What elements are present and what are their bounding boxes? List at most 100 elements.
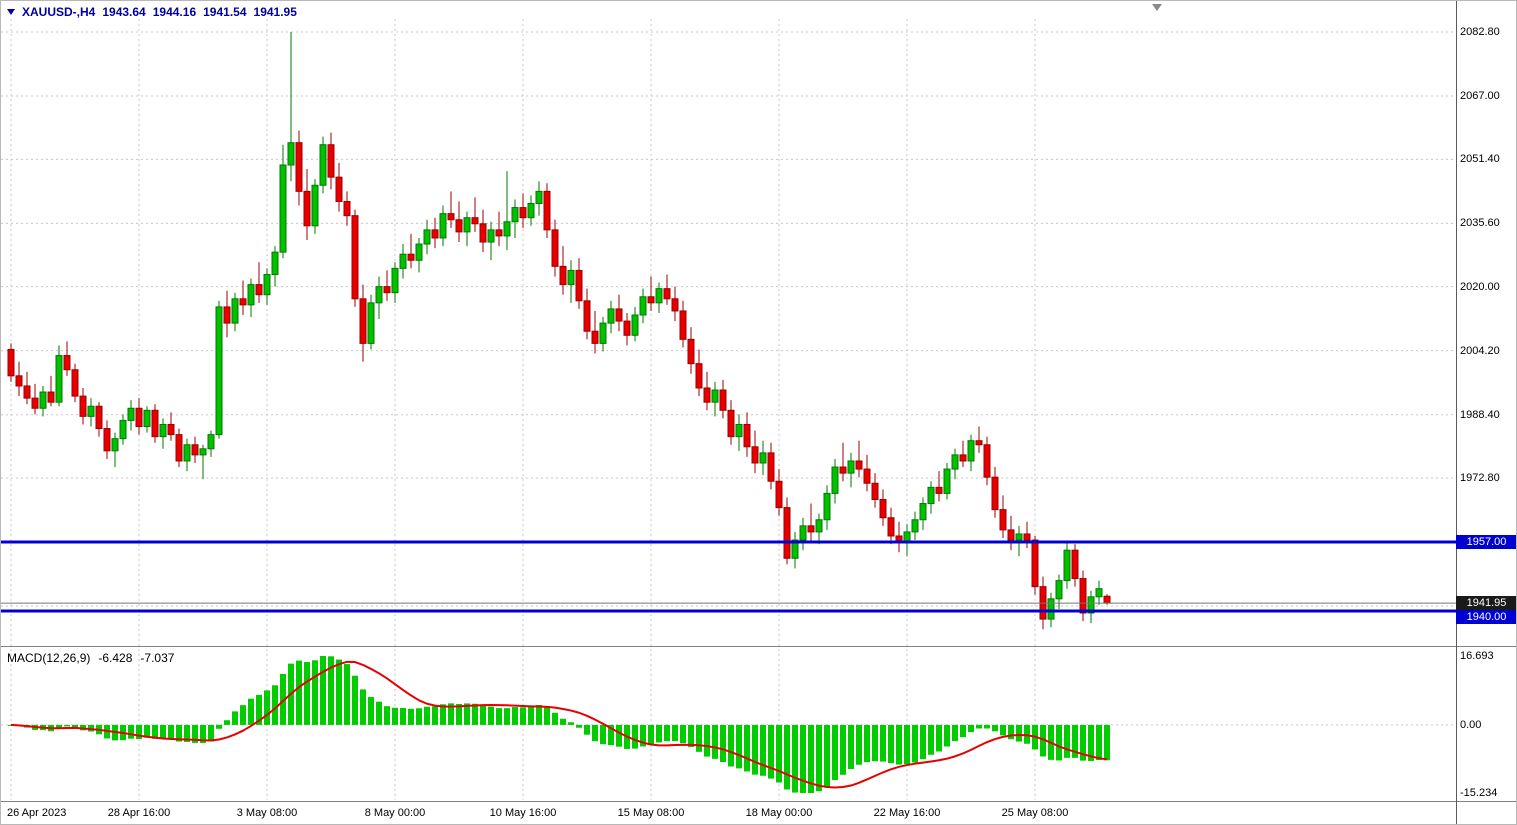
macd-histogram-bar [664, 724, 670, 742]
candle [87, 405, 95, 417]
candle [575, 269, 583, 302]
macd-histogram-bar [616, 724, 622, 747]
candle [55, 355, 63, 403]
candle [975, 440, 983, 446]
candle [247, 284, 255, 306]
candle [1007, 529, 1015, 541]
candle [327, 144, 335, 178]
macd-histogram-bar [928, 724, 934, 755]
candle [855, 460, 863, 470]
macd-histogram-bar [880, 724, 886, 762]
macd-histogram-bar [72, 724, 78, 728]
level-1957-badge: 1957.00 [1456, 535, 1516, 550]
candle [439, 213, 447, 239]
macd-signal-value: -7.037 [140, 651, 175, 665]
level-1940-badge: 1940.00 [1456, 610, 1516, 625]
candle [63, 355, 71, 371]
macd-histogram-bar [640, 724, 646, 747]
candle [271, 251, 279, 275]
macd-histogram-bar [1088, 724, 1094, 761]
macd-histogram-bar [968, 724, 974, 733]
candle [863, 468, 871, 484]
ohlc-close-value: 1941.95 [253, 5, 297, 19]
candle [599, 322, 607, 344]
candle [951, 454, 959, 470]
macd-histogram-bar [808, 724, 814, 793]
macd-histogram-bar [848, 724, 854, 770]
candle [799, 525, 807, 541]
candle [399, 253, 407, 269]
candle [127, 407, 135, 421]
candle [407, 253, 415, 261]
candle [15, 375, 23, 387]
macd-histogram-bar [352, 675, 358, 725]
macd-histogram-bar [64, 724, 70, 727]
time-axis-label: 8 May 00:00 [364, 807, 426, 819]
candle [151, 409, 159, 438]
macd-histogram-bar [1008, 724, 1014, 740]
macd-signal-line [10, 660, 1108, 789]
macd-histogram-bar [136, 724, 142, 740]
time-axis[interactable]: 26 Apr 2023 28 Apr 16:00 3 May 08:00 8 May … [1, 801, 1456, 824]
candle [551, 229, 559, 267]
candle [7, 348, 15, 377]
macd-histogram-bar [472, 703, 478, 725]
macd-histogram-bar [912, 724, 918, 763]
ohlc-low-value: 1941.54 [203, 5, 247, 19]
macd-histogram-bar [1016, 724, 1022, 742]
candle [631, 314, 639, 336]
macd-histogram-bar [440, 704, 446, 725]
macd-histogram-bar [456, 703, 462, 725]
candle [455, 219, 463, 233]
chart-shift-marker-icon[interactable] [1152, 4, 1162, 11]
macd-histogram-bar [520, 707, 526, 725]
pane-divider[interactable] [1, 646, 1516, 647]
macd-histogram-bar [656, 724, 662, 743]
price-scale-label: 2082.80 [1460, 26, 1500, 38]
price-scale[interactable]: 2082.80 2067.00 2051.40 2035.60 2020.00 2004.… [1456, 1, 1516, 824]
candle [95, 405, 103, 430]
macd-histogram-bar [680, 724, 686, 744]
macd-histogram-bar [1040, 724, 1046, 757]
candle [943, 468, 951, 494]
macd-histogram-bar [768, 724, 774, 779]
macd-histogram-bar [256, 694, 262, 725]
ohlc-high-value: 1944.16 [152, 5, 197, 19]
macd-histogram-bar [168, 724, 174, 739]
price-scale-divider [1456, 1, 1457, 824]
candle [847, 460, 855, 474]
macd-name-label: MACD(12,26,9) [7, 651, 91, 665]
candle [663, 288, 671, 300]
candle [647, 296, 655, 304]
candle [1023, 533, 1031, 541]
macd-histogram-bar [496, 708, 502, 725]
macd-histogram-bar [216, 724, 222, 729]
time-axis-label: 10 May 16:00 [489, 807, 557, 819]
macd-histogram-bar [480, 705, 486, 725]
macd-histogram-bar [888, 724, 894, 764]
candle [1071, 549, 1079, 580]
macd-histogram-bar [192, 724, 198, 743]
macd-histogram-bar [920, 724, 926, 760]
candle [839, 466, 847, 474]
candle [583, 300, 591, 332]
time-axis-divider [1, 801, 1516, 802]
candle [487, 229, 495, 243]
candle [1015, 533, 1023, 541]
macd-histogram-bar [336, 659, 342, 725]
macd-histogram-bar [1104, 724, 1110, 761]
time-axis-label: 28 Apr 16:00 [107, 807, 171, 819]
macd-histogram-bar [728, 724, 734, 767]
candle [287, 142, 295, 166]
candle [759, 452, 767, 464]
candle [967, 440, 975, 462]
macd-histogram-bar [232, 711, 238, 725]
candle [255, 284, 263, 296]
macd-histogram-bar [600, 724, 606, 745]
macd-histogram-bar [688, 724, 694, 747]
macd-histogram-bar [976, 724, 982, 729]
macd-histogram-bar [632, 724, 638, 749]
macd-histogram-bar [240, 705, 246, 725]
price-scale-label: 2020.00 [1460, 280, 1500, 293]
